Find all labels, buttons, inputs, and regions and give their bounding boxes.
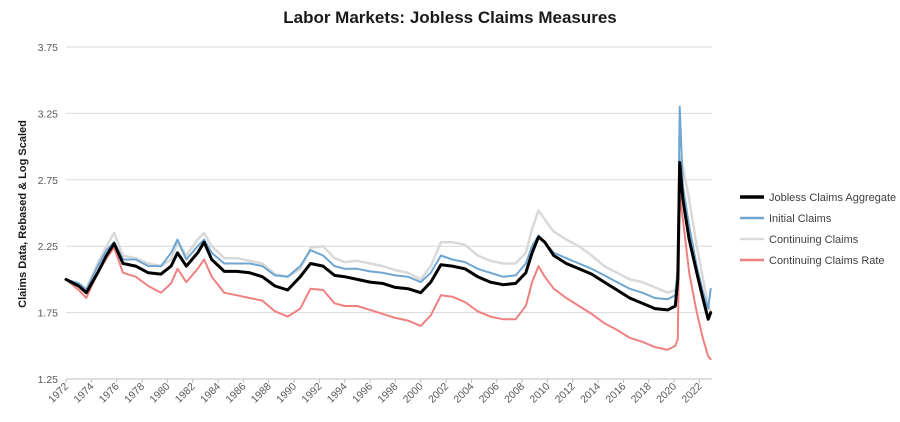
x-tick-label: 2020 — [654, 381, 679, 406]
series-line-3 — [65, 194, 712, 361]
x-tick-label: 2000 — [401, 381, 426, 406]
x-tick-label: 2006 — [477, 381, 502, 406]
series-line-2 — [64, 155, 712, 313]
series-line-0 — [64, 161, 713, 321]
y-tick-label: 3.75 — [38, 42, 59, 54]
y-tick-label: 3.25 — [38, 108, 59, 120]
x-tick-label: 2002 — [426, 381, 451, 406]
x-tick-label: 1986 — [223, 381, 248, 406]
legend: Jobless Claims Aggregate Initial Claims Co… — [740, 192, 896, 267]
y-tick-label: 2.25 — [38, 241, 59, 253]
x-tick-label: 2018 — [629, 381, 654, 406]
legend-label: Jobless Claims Aggregate — [769, 192, 896, 204]
x-tick-label: 1992 — [299, 381, 324, 406]
x-tick-label: 1984 — [198, 381, 223, 406]
y-tick-label: 1.25 — [38, 374, 59, 386]
x-tick-label: 1994 — [325, 381, 350, 406]
series-line-1 — [65, 105, 712, 310]
x-tick-label: 2016 — [603, 381, 628, 406]
y-tick-label: 1.75 — [38, 308, 59, 320]
y-tick-label: 2.75 — [38, 175, 59, 187]
x-tick-label: 2008 — [502, 381, 527, 406]
x-tick-label: 1998 — [375, 381, 400, 406]
x-tick-label: 1988 — [249, 381, 274, 406]
series-group — [64, 105, 713, 361]
x-tick-label: 1978 — [122, 381, 147, 406]
legend-label: Continuing Claims — [769, 234, 859, 246]
x-tick-label: 1980 — [147, 381, 172, 406]
x-tick-label: 2014 — [578, 381, 603, 406]
y-axis-title: Claims Data, Rebased & Log Scaled — [17, 120, 29, 308]
x-tick-label: 1996 — [350, 381, 375, 406]
x-tick-label: 1976 — [97, 381, 122, 406]
legend-label: Initial Claims — [769, 213, 832, 225]
x-tick-label: 2010 — [527, 381, 552, 406]
x-tick-label: 1982 — [173, 381, 198, 406]
x-tick-label: 2012 — [553, 381, 578, 406]
x-tick-label: 1974 — [71, 381, 96, 406]
x-tick-label: 2022 — [679, 381, 704, 406]
x-tick-label: 2004 — [451, 381, 476, 406]
legend-label: Continuing Claims Rate — [769, 255, 885, 267]
x-tick-label: 1990 — [274, 381, 299, 406]
chart-title: Labor Markets: Jobless Claims Measures — [283, 8, 617, 27]
